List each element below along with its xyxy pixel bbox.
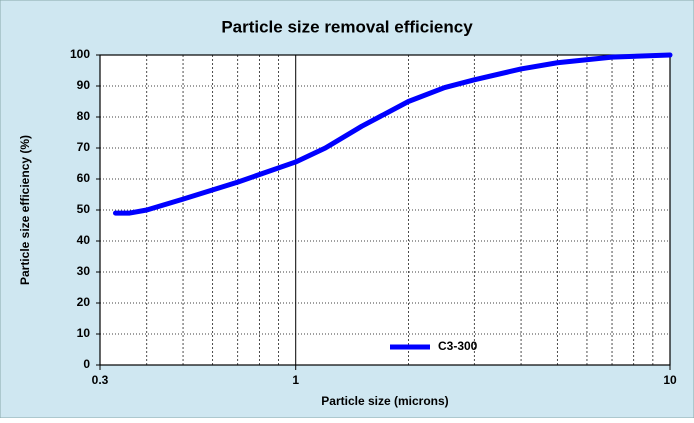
y-tick-label: 100 xyxy=(70,47,90,61)
x-tick-label: 10 xyxy=(663,373,677,387)
y-tick-label: 60 xyxy=(77,171,91,185)
x-tick-label: 1 xyxy=(292,373,299,387)
y-tick-label: 40 xyxy=(77,233,91,247)
y-tick-label: 80 xyxy=(77,109,91,123)
y-tick-label: 20 xyxy=(77,295,91,309)
chart-title: Particle size removal efficiency xyxy=(221,17,473,36)
x-tick-label: 0.3 xyxy=(92,373,109,387)
y-tick-label: 30 xyxy=(77,264,91,278)
x-axis-label: Particle size (microns) xyxy=(321,394,448,408)
y-tick-label: 10 xyxy=(77,326,91,340)
y-axis-label: Particle size efficiency (%) xyxy=(18,135,32,285)
legend-label: C3-300 xyxy=(438,339,478,353)
data-line xyxy=(112,52,673,216)
y-tick-label: 50 xyxy=(77,202,91,216)
y-tick-label: 90 xyxy=(77,78,91,92)
y-tick-label: 0 xyxy=(83,357,90,371)
y-tick-label: 70 xyxy=(77,140,91,154)
plot-border xyxy=(99,54,671,366)
